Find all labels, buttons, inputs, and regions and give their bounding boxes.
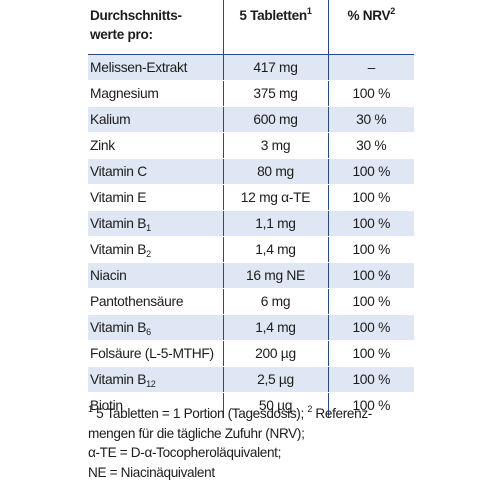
nutrient-name-subscript: 12 [146,379,156,389]
nutrient-name-subscript: 6 [146,327,151,337]
table-row: Folsäure (L-5-MTHF) 200 µg 100 % [88,340,414,367]
footnote-line-2: mengen für die tägliche Zufuhr (NRV); [88,425,305,441]
nutrient-amount: 16 mg NE [222,262,329,289]
table-body: Melissen-Extrakt 417 mg – Magnesium 375 mg 10… [88,54,414,419]
nutrient-amount: 1,4 mg [222,314,329,341]
nutrient-amount: 80 mg [222,158,329,185]
table-row: Niacin 16 mg NE 100 % [88,262,414,289]
table-row: Vitamin E 12 mg α-TE 100 % [88,184,414,211]
nutrient-amount: 3 mg [222,132,329,159]
nutrient-name: Vitamin E [88,184,223,211]
nutrient-nrv-percent: 100 % [328,262,414,289]
nutrient-amount: 1,4 mg [222,236,329,263]
nutrient-name-subscript: 2 [146,249,151,259]
nutrient-name-text: Vitamin B [90,372,147,387]
nutrient-name-text: Kalium [90,112,131,127]
nutrient-name: Melissen-Extrakt [88,54,223,81]
nutrient-name: Vitamin B2 [88,236,223,263]
nutrient-name-subscript: 1 [146,223,151,233]
footnote-line-1: 1 5 Tabletten = 1 Portion (Tagesdosis); … [88,404,418,424]
nutrient-name-text: Vitamin C [90,164,147,179]
nutrient-name-text: Zink [90,138,115,153]
nutrient-name-text: Vitamin B [90,242,147,257]
nutrient-name: Biotin [88,392,223,419]
nutrient-amount: 600 mg [222,106,329,133]
nutrient-amount: 417 mg [222,54,329,81]
table-row: Biotin 50 µg 100 % [88,392,414,419]
nutrient-name: Zink [88,132,223,159]
nutrient-nrv-percent: 100 % [328,340,414,367]
nutrition-table: Durchschnitts- werte pro: 5 Tabletten1 %… [88,0,414,419]
table-row: Vitamin C 80 mg 100 % [88,158,414,185]
header-average-line1: Durchschnitts- [90,8,182,23]
header-average-values: Durchschnitts- werte pro: [88,0,223,55]
nutrient-name: Vitamin B1 [88,210,223,237]
nutrient-nrv-percent: 100 % [328,236,414,263]
nutrient-name: Vitamin B6 [88,314,223,341]
nutrient-nrv-percent: 100 % [328,184,414,211]
nutrient-amount: 12 mg α-TE [222,184,329,211]
header-nrv-label: % NRV [347,8,391,23]
nutrient-name-text: Folsäure (L-5-MTHF) [90,346,214,361]
nutrient-nrv-percent: 30 % [328,132,414,159]
table-row: Vitamin B2 1,4 mg 100 % [88,236,414,263]
footnote-marker-2: 2 [307,404,312,414]
nutrient-name-text: Pantothensäure [90,294,184,309]
footnote-ref-1: 1 [306,6,312,16]
nutrient-amount: 2,5 µg [222,366,329,393]
nutrient-amount: 200 µg [222,340,329,367]
nutrient-nrv-percent: 100 % [328,288,414,315]
nutrient-name: Kalium [88,106,223,133]
nutrient-amount: 50 µg [222,392,329,419]
footnote-line-3: α-TE = D-α-Tocopheroläquivalent; [88,445,282,460]
header-per-5-tablets-label: 5 Tabletten [239,8,307,23]
nutrient-name-text: Melissen-Extrakt [90,60,188,75]
table-row: Zink 3 mg 30 % [88,132,414,159]
nutrient-amount: 1,1 mg [222,210,329,237]
nutrient-name: Magnesium [88,80,223,107]
table-row: Vitamin B12 2,5 µg 100 % [88,366,414,393]
header-average-line2: werte pro: [90,27,153,42]
footnote-line-4: NE = Niacinäquivalent [88,464,215,480]
nutrient-nrv-percent: 100 % [328,158,414,185]
table-row: Kalium 600 mg 30 % [88,106,414,133]
nutrient-amount: 6 mg [222,288,329,315]
header-nrv-percent: % NRV2 [328,0,414,55]
nutrient-nrv-percent: 100 % [328,392,414,419]
footnote-text-1a: 5 Tabletten = 1 Portion (Tagesdosis); [92,406,308,421]
footnote-text-1b: Referenz- [312,406,372,421]
nutrient-nrv-percent: 100 % [328,210,414,237]
table-header-row: Durchschnitts- werte pro: 5 Tabletten1 %… [88,0,414,55]
nutrient-nrv-percent: 100 % [328,366,414,393]
nutrient-name-text: Niacin [90,268,127,283]
nutrient-name-text: Vitamin B [90,216,147,231]
nutrient-name-text: Vitamin B [90,320,147,335]
nutrient-nrv-percent: 30 % [328,106,414,133]
nutrient-nrv-percent: 100 % [328,80,414,107]
nutrient-name: Vitamin B12 [88,366,223,393]
footnote-marker-1: 1 [88,404,93,414]
table-row: Melissen-Extrakt 417 mg – [88,54,414,81]
nutrition-table-wrapper: Durchschnitts- werte pro: 5 Tabletten1 %… [88,0,414,419]
nutrient-nrv-percent: – [328,54,414,81]
table-row: Vitamin B6 1,4 mg 100 % [88,314,414,341]
table-row: Magnesium 375 mg 100 % [88,80,414,107]
nutrient-name: Pantothensäure [88,288,223,315]
footnote-ref-2: 2 [390,6,396,16]
nutrient-name-text: Vitamin E [90,190,147,205]
nutrient-name: Folsäure (L-5-MTHF) [88,340,223,367]
nutrient-name-text: Magnesium [90,86,159,101]
nutrient-name-text: Biotin [90,398,123,413]
nutrient-name: Vitamin C [88,158,223,185]
nutrient-nrv-percent: 100 % [328,314,414,341]
nutrient-name: Niacin [88,262,223,289]
footnote: 1 5 Tabletten = 1 Portion (Tagesdosis); … [88,404,418,482]
nutrient-amount: 375 mg [222,80,329,107]
header-per-5-tablets: 5 Tabletten1 [222,0,329,55]
table-row: Pantothensäure 6 mg 100 % [88,288,414,315]
table-row: Vitamin B1 1,1 mg 100 % [88,210,414,237]
